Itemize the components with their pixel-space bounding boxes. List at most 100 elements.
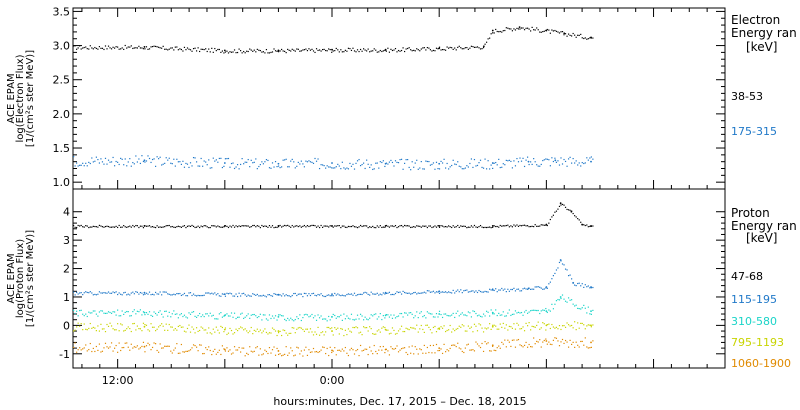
data-point: [429, 329, 432, 331]
data-point: [384, 326, 386, 329]
data-point: [463, 314, 465, 316]
data-point: [282, 293, 284, 295]
data-point: [164, 291, 166, 293]
data-point: [441, 48, 444, 51]
data-point: [322, 295, 324, 297]
data-point: [343, 350, 345, 352]
data-point: [545, 224, 547, 226]
data-point: [478, 47, 480, 49]
data-point: [314, 294, 316, 296]
data-point: [186, 225, 189, 227]
data-point: [443, 49, 445, 51]
data-point: [287, 354, 289, 356]
data-point: [428, 326, 430, 329]
data-point: [141, 292, 143, 294]
data-point: [176, 226, 178, 228]
data-point: [571, 162, 573, 164]
data-point: [162, 45, 164, 47]
data-point: [577, 344, 579, 346]
data-point: [261, 332, 263, 334]
y-tick-label: 2: [63, 263, 70, 276]
data-point: [428, 160, 430, 163]
data-point: [314, 351, 316, 353]
data-point: [426, 46, 428, 49]
data-point: [533, 226, 535, 228]
data-point: [356, 49, 359, 51]
data-point: [559, 296, 562, 298]
data-point: [361, 50, 363, 52]
data-point: [455, 49, 457, 51]
data-point: [413, 166, 415, 168]
data-point: [176, 329, 178, 331]
data-point: [440, 49, 442, 51]
data-point: [104, 157, 107, 159]
data-point: [250, 326, 252, 329]
data-point: [104, 331, 107, 333]
data-point: [182, 326, 184, 328]
data-point: [378, 51, 380, 53]
data-point: [112, 156, 114, 159]
data-point: [165, 345, 167, 347]
data-point: [136, 291, 138, 293]
data-point: [299, 353, 301, 355]
data-point: [431, 226, 433, 229]
data-point: [525, 309, 527, 312]
data-point: [574, 346, 576, 348]
data-point: [194, 157, 196, 159]
data-point: [554, 29, 556, 32]
data-point: [192, 328, 195, 330]
data-point: [451, 164, 453, 167]
data-point: [145, 46, 148, 48]
data-point: [74, 329, 76, 331]
data-point: [271, 349, 274, 351]
data-point: [592, 158, 594, 160]
data-point: [293, 49, 295, 51]
legend-units: [keV]: [746, 231, 777, 245]
data-point: [583, 162, 585, 165]
data-point: [218, 313, 220, 315]
data-point: [142, 341, 145, 343]
data-point: [130, 45, 132, 47]
data-point: [577, 282, 579, 285]
data-point: [533, 288, 535, 290]
data-point: [180, 326, 183, 328]
data-point: [454, 329, 456, 332]
data-point: [523, 287, 526, 289]
data-point: [244, 52, 246, 54]
data-point: [536, 309, 538, 312]
data-point: [561, 163, 564, 165]
data-point: [444, 330, 447, 333]
data-point: [464, 289, 466, 292]
data-point: [567, 275, 570, 277]
data-point: [273, 293, 275, 295]
data-point: [161, 294, 163, 296]
data-point: [492, 32, 494, 34]
data-point: [170, 294, 172, 296]
data-point: [209, 349, 211, 352]
data-point: [375, 49, 377, 51]
data-point: [135, 346, 137, 348]
data-point: [82, 162, 84, 164]
data-point: [580, 285, 582, 287]
data-point: [329, 319, 331, 321]
data-point: [335, 47, 337, 50]
data-point: [273, 166, 275, 168]
data-point: [323, 346, 325, 349]
data-point: [223, 165, 225, 167]
data-point: [525, 341, 527, 344]
data-point: [423, 314, 425, 317]
data-point: [530, 329, 532, 331]
data-point: [331, 295, 333, 297]
data-point: [208, 346, 210, 348]
data-point: [294, 332, 296, 334]
data-point: [414, 226, 416, 228]
data-point: [182, 160, 184, 162]
data-point: [115, 291, 117, 293]
data-point: [203, 352, 205, 355]
data-point: [221, 226, 223, 228]
data-point: [441, 316, 444, 319]
data-point: [167, 224, 169, 227]
data-point: [420, 311, 422, 313]
data-point: [249, 317, 251, 319]
data-point: [209, 167, 211, 169]
